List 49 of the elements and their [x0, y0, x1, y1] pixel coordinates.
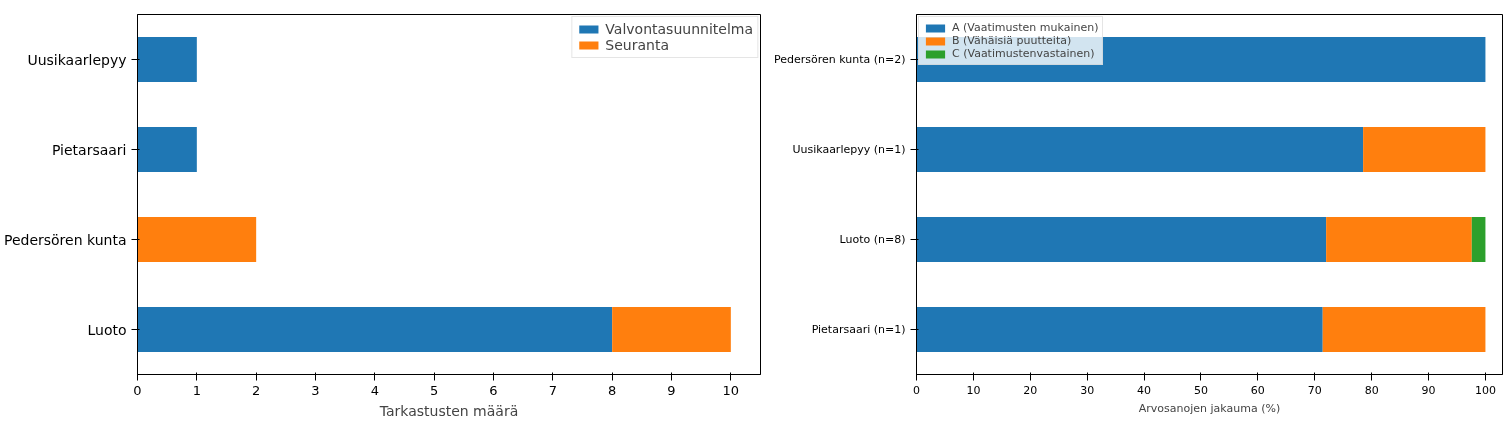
x-tick-label: 0 — [913, 383, 920, 397]
x-tick-label: 1 — [192, 382, 201, 398]
x-tick-label: 80 — [1364, 383, 1379, 397]
x-tick-label: 10 — [966, 383, 981, 397]
y-tick-label: Pedersören kunta (n=2) — [773, 53, 906, 66]
y-tick-label: Luoto (n=8) — [839, 233, 906, 246]
x-tick-label: 100 — [1474, 383, 1496, 397]
legend-label: Seuranta — [605, 37, 670, 53]
x-tick-label: 50 — [1193, 383, 1208, 397]
x-tick-label: 40 — [1137, 383, 1152, 397]
legend-label: B (Vähäisiä puutteita) — [952, 34, 1072, 47]
x-tick-label: 2 — [252, 382, 261, 398]
bar — [916, 307, 1323, 352]
x-tick-label: 7 — [548, 382, 557, 398]
bar — [1322, 307, 1486, 352]
x-axis-title: Arvosanojen jakauma (%) — [1138, 401, 1281, 415]
bar — [137, 307, 613, 352]
x-tick-label: 20 — [1023, 383, 1038, 397]
bar — [137, 37, 197, 82]
x-tick-label: 90 — [1421, 383, 1436, 397]
x-tick-label: 9 — [667, 382, 676, 398]
x-tick-label: 10 — [722, 382, 740, 398]
x-tick-label: 60 — [1250, 383, 1265, 397]
y-tick-label: Luoto — [87, 321, 127, 338]
y-tick-label: Uusikaarlepyy (n=1) — [792, 143, 906, 156]
legend-label: A (Vaatimusten mukainen) — [952, 21, 1099, 34]
bar — [1363, 127, 1486, 172]
legend-label: Valvontasuunnitelma — [605, 21, 753, 37]
x-tick-label: 5 — [430, 382, 439, 398]
bar — [1326, 217, 1472, 262]
x-tick-label: 30 — [1080, 383, 1095, 397]
bar — [916, 127, 1364, 172]
bar — [916, 217, 1327, 262]
bar — [137, 127, 197, 172]
x-tick-label: 3 — [311, 382, 320, 398]
bar — [137, 217, 257, 262]
x-tick-label: 70 — [1307, 383, 1322, 397]
bar — [1471, 217, 1486, 262]
x-tick-label: 4 — [370, 382, 379, 398]
y-tick-label: Pedersören kunta — [3, 231, 127, 248]
bar — [612, 307, 731, 352]
y-tick-label: Uusikaarlepyy — [27, 51, 127, 68]
legend-label: C (Vaatimustenvastainen) — [952, 47, 1095, 60]
y-tick-label: Pietarsaari (n=1) — [811, 323, 906, 336]
x-tick-label: 0 — [133, 382, 142, 398]
x-axis-title: Tarkastusten määrä — [378, 402, 519, 419]
x-tick-label: 6 — [489, 382, 498, 398]
y-tick-label: Pietarsaari — [51, 141, 127, 158]
x-tick-label: 8 — [608, 382, 617, 398]
